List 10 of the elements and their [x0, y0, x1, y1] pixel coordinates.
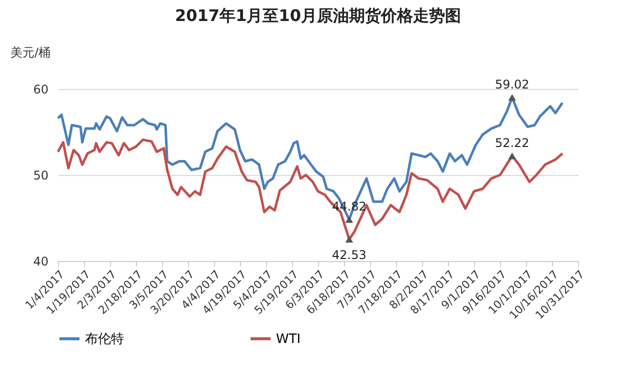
annotation: 59.02: [494, 77, 530, 92]
annotation: 52.22: [494, 136, 530, 150]
legend-label: 布伦特: [85, 332, 124, 347]
y-tick-label: 60: [33, 82, 48, 96]
y-axis-title: 美元/桶: [10, 46, 51, 60]
y-tick-label: 50: [33, 168, 48, 182]
legend-label: WTI: [276, 332, 301, 347]
chart-title: 2017年1月至10月原油期货价格走势图: [175, 6, 461, 25]
annotation: 42.53: [332, 248, 366, 262]
y-tick-label: 40: [33, 254, 48, 268]
